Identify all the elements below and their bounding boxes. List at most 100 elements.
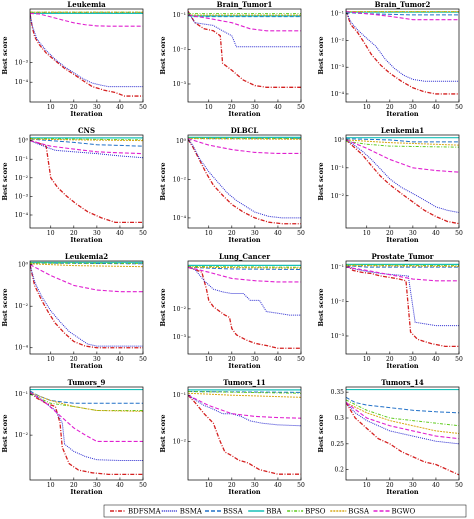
plot-frame xyxy=(345,8,460,103)
series-line-bsma xyxy=(346,402,459,445)
x-tick-label: 40 xyxy=(432,230,440,237)
x-axis-label: Iteration xyxy=(228,110,261,118)
y-tick-label: 10⁻¹ xyxy=(331,11,344,18)
chart-leukemia2: Leukemia2 10 20 30 40 50 10⁰ 10⁻² 10⁻⁴ Iteration B… xyxy=(1,252,147,370)
y-tick-label: 10⁻² xyxy=(173,439,187,446)
x-tick-label: 40 xyxy=(432,482,440,489)
legend: BDFSMA BSMA BSSA BBA BPSO BGSA BGWO xyxy=(103,504,467,518)
x-tick-label: 30 xyxy=(409,482,417,489)
x-axis-label: Iteration xyxy=(228,236,261,244)
series-line-bgsa xyxy=(30,392,143,412)
x-tick-label: 50 xyxy=(139,482,147,489)
x-tick-label: 40 xyxy=(274,230,282,237)
x-tick-label: 40 xyxy=(116,230,124,237)
chart-title: Tumors_9 xyxy=(68,378,106,387)
x-tick-label: 40 xyxy=(116,482,124,489)
x-tick-label: 10 xyxy=(363,356,371,363)
series-line-bssa xyxy=(346,396,459,414)
y-axis-label: Best score xyxy=(1,414,9,452)
series-line-bgwo xyxy=(188,14,301,32)
y-axis-label: Best score xyxy=(317,36,325,74)
chart-title: Lung_Cancer xyxy=(219,252,270,261)
series-group xyxy=(188,389,301,475)
legend-item-bssa: BSSA xyxy=(205,508,244,516)
series-line-bsma xyxy=(188,12,301,48)
chart-tumors-14: Tumors_14 10 20 30 40 50 0.35 0.3 0.25 0.2 Iterati… xyxy=(317,378,463,496)
y-tick-label: 10⁻² xyxy=(331,37,345,44)
y-tick-label: 10⁻¹ xyxy=(331,165,344,172)
series-line-bpso xyxy=(188,391,301,394)
x-tick-label: 20 xyxy=(70,356,78,363)
series-group xyxy=(346,388,459,476)
x-tick-label: 40 xyxy=(116,356,124,363)
x-tick-label: 30 xyxy=(409,356,417,363)
plot-frame xyxy=(345,386,460,481)
series-line-bgwo xyxy=(188,394,301,419)
y-axis-label: Best score xyxy=(159,414,167,452)
series-line-bdfsma xyxy=(30,13,143,97)
x-tick-label: 20 xyxy=(70,230,78,237)
plot-frame xyxy=(29,386,144,481)
x-tick-label: 10 xyxy=(363,230,371,237)
y-tick-label: 10⁻⁴ xyxy=(15,79,29,86)
x-axis-label: Iteration xyxy=(386,488,419,496)
series-group xyxy=(188,10,301,88)
y-axis-label: Best score xyxy=(317,288,325,326)
legend-item-bdfsma: BDFSMA xyxy=(110,508,162,516)
x-axis-label: Iteration xyxy=(228,362,261,370)
series-line-bsma xyxy=(188,394,301,427)
x-tick-label: 30 xyxy=(93,104,101,111)
series-line-bssa xyxy=(188,266,301,270)
plot-frame xyxy=(29,8,144,103)
x-axis-label: Iteration xyxy=(70,236,103,244)
legend-item-bgsa: BGSA xyxy=(330,508,370,516)
x-axis-label: Iteration xyxy=(70,110,103,118)
legend-label: BDFSMA xyxy=(128,508,162,516)
series-line-bgwo xyxy=(346,139,459,173)
series-group xyxy=(346,10,459,95)
x-tick-label: 20 xyxy=(386,482,394,489)
series-line-bdfsma xyxy=(188,394,301,475)
series-line-bdfsma xyxy=(30,264,143,349)
legend-box xyxy=(103,504,467,518)
series-line-bdfsma xyxy=(346,263,459,348)
y-tick-label: 10⁰ xyxy=(176,138,187,145)
series-group xyxy=(346,263,459,348)
chart-cns: CNS 10 20 30 40 50 10⁰ 10⁻¹ 10⁻² 10⁻³ 10⁻⁴ Iteratio… xyxy=(1,126,147,244)
series-line-bdfsma xyxy=(346,10,459,95)
series-line-bgwo xyxy=(30,140,143,155)
series-line-bsma xyxy=(346,139,459,214)
x-axis-label: Iteration xyxy=(70,362,103,370)
y-tick-label: 10⁻⁴ xyxy=(331,91,345,98)
chart-title: CNS xyxy=(78,126,95,135)
y-axis-label: Best score xyxy=(1,36,9,74)
chart-leukemia1: Leukemia1 10 20 30 40 50 10⁰ 10⁻¹ 10⁻² Iteration B… xyxy=(317,126,463,244)
x-tick-label: 50 xyxy=(455,356,463,363)
plot-frame xyxy=(187,260,302,355)
chart-tumors-9: Tumors_9 10 20 30 40 50 10⁻¹ 10⁻² Iteration Best … xyxy=(1,378,147,496)
legend-label: BGWO xyxy=(392,508,416,516)
y-axis-label: Best score xyxy=(159,36,167,74)
series-line-bpso xyxy=(30,393,143,411)
series-line-bpso xyxy=(30,137,143,141)
x-tick-label: 50 xyxy=(139,230,147,237)
legend-label: BSSA xyxy=(223,508,244,516)
series-line-bssa xyxy=(346,12,459,16)
legend-label: BSMA xyxy=(180,508,203,516)
plot-frame xyxy=(345,260,460,355)
x-axis-label: Iteration xyxy=(228,488,261,496)
y-tick-label: 0.3 xyxy=(334,415,344,422)
legend-label: BGSA xyxy=(348,508,370,516)
series-line-bgsa xyxy=(188,266,301,269)
y-tick-label: 10⁻⁴ xyxy=(15,212,29,219)
y-tick-label: 10⁻² xyxy=(331,299,345,306)
y-axis-label: Best score xyxy=(159,288,167,326)
series-line-bgwo xyxy=(188,266,301,283)
plot-frame xyxy=(187,8,302,103)
y-tick-label: 10⁻³ xyxy=(15,59,29,66)
x-tick-label: 40 xyxy=(274,482,282,489)
series-group xyxy=(346,137,459,225)
y-tick-label: 10⁻¹ xyxy=(173,392,186,399)
x-tick-label: 20 xyxy=(70,104,78,111)
x-tick-label: 10 xyxy=(363,482,371,489)
